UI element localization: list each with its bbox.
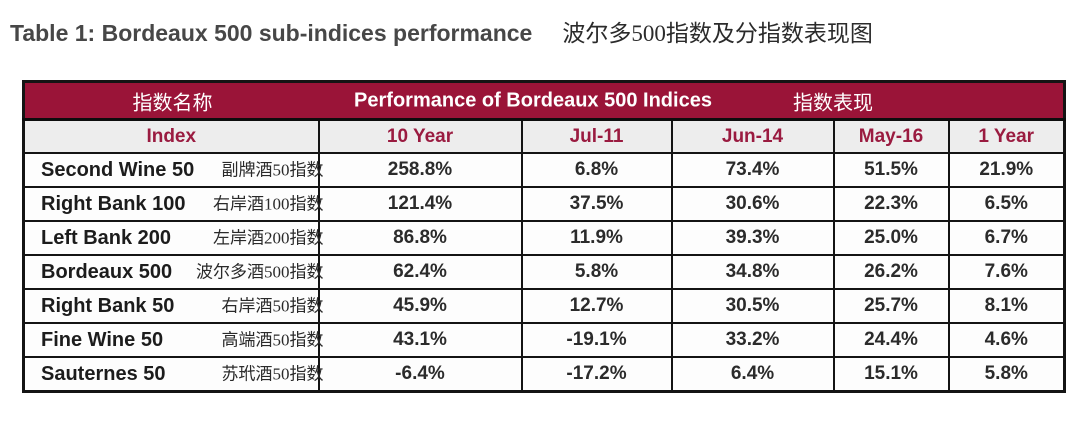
table-banner-cell: 指数名称 Performance of Bordeaux 500 Indices… <box>22 80 1066 121</box>
table-caption-english: Table 1: Bordeaux 500 sub-indices perfor… <box>10 20 533 46</box>
value-jun-14: 6.4% <box>670 356 835 393</box>
value-jun-14: 34.8% <box>670 254 835 290</box>
value-1-year: 7.6% <box>947 254 1066 290</box>
index-name-cell: Fine Wine 50 高端酒50指数 <box>22 322 324 358</box>
table-row-left-bank-200: Left Bank 200 左岸酒200指数 86.8% 11.9% 39.3%… <box>22 220 1066 256</box>
value-1-year: 6.5% <box>947 186 1066 222</box>
index-name: Bordeaux 500 <box>41 260 173 283</box>
table-caption: Table 1: Bordeaux 500 sub-indices perfor… <box>10 14 873 48</box>
value-10-year: -6.4% <box>317 356 523 393</box>
table-row-second-wine-50: Second Wine 50 副牌酒50指数 258.8% 6.8% 73.4%… <box>22 152 1066 188</box>
index-name-cell: Bordeaux 500 波尔多酒500指数 <box>22 254 324 290</box>
index-name-cell: Right Bank 100 右岸酒100指数 <box>22 186 324 222</box>
value-10-year: 86.8% <box>317 220 523 256</box>
column-header-may-16: May-16 <box>832 118 950 154</box>
value-may-16: 22.3% <box>832 186 950 222</box>
index-name-cn-annotation: 波尔多酒500指数 <box>196 261 324 281</box>
value-jun-14: 30.5% <box>670 288 835 324</box>
table-row-fine-wine-50: Fine Wine 50 高端酒50指数 43.1% -19.1% 33.2% … <box>22 322 1066 358</box>
index-name: Right Bank 100 <box>41 192 186 215</box>
value-jul-11: 12.7% <box>520 288 673 324</box>
index-name-cell: Sauternes 50 苏玳酒50指数 <box>22 356 324 393</box>
value-1-year: 4.6% <box>947 322 1066 358</box>
index-name-cn-annotation: 左岸酒200指数 <box>213 227 324 247</box>
value-jun-14: 39.3% <box>670 220 835 256</box>
value-1-year: 5.8% <box>947 356 1066 393</box>
table-caption-chinese: 波尔多500指数及分指数表现图 <box>562 21 873 46</box>
index-name: Second Wine 50 <box>41 158 195 181</box>
value-1-year: 8.1% <box>947 288 1066 324</box>
column-header-jul-11: Jul-11 <box>520 118 673 154</box>
table-row-sauternes-50: Sauternes 50 苏玳酒50指数 -6.4% -17.2% 6.4% 1… <box>22 356 1066 393</box>
value-jul-11: -19.1% <box>520 322 673 358</box>
value-10-year: 45.9% <box>317 288 523 324</box>
index-name: Left Bank 200 <box>41 226 172 249</box>
index-name: Right Bank 50 <box>41 294 175 317</box>
table-header-row: Index 10 Year Jul-11 Jun-14 May-16 1 Yea… <box>22 118 1066 154</box>
value-jul-11: 11.9% <box>520 220 673 256</box>
column-header-1-year: 1 Year <box>947 118 1066 154</box>
value-may-16: 26.2% <box>832 254 950 290</box>
index-name-cell: Second Wine 50 副牌酒50指数 <box>22 152 324 188</box>
value-10-year: 258.8% <box>317 152 523 188</box>
banner-label-cn-right: 指数表现 <box>793 92 873 114</box>
column-header-10-year: 10 Year <box>317 118 523 154</box>
value-1-year: 21.9% <box>947 152 1066 188</box>
index-name-cn-annotation: 高端酒50指数 <box>221 329 324 349</box>
value-jun-14: 33.2% <box>670 322 835 358</box>
value-10-year: 62.4% <box>317 254 523 290</box>
table-row-bordeaux-500: Bordeaux 500 波尔多酒500指数 62.4% 5.8% 34.8% … <box>22 254 1066 290</box>
index-name-cn-annotation: 右岸酒50指数 <box>221 295 324 315</box>
table-row-right-bank-100: Right Bank 100 右岸酒100指数 121.4% 37.5% 30.… <box>22 186 1066 222</box>
index-name-cell: Right Bank 50 右岸酒50指数 <box>22 288 324 324</box>
value-jul-11: 37.5% <box>520 186 673 222</box>
value-may-16: 24.4% <box>832 322 950 358</box>
value-jun-14: 30.6% <box>670 186 835 222</box>
column-header-index: Index <box>22 118 320 154</box>
value-may-16: 25.7% <box>832 288 950 324</box>
value-jun-14: 73.4% <box>670 152 835 188</box>
table-row-right-bank-50: Right Bank 50 右岸酒50指数 45.9% 12.7% 30.5% … <box>22 288 1066 324</box>
value-jul-11: 6.8% <box>520 152 673 188</box>
value-may-16: 15.1% <box>832 356 950 393</box>
index-name-cn-annotation: 右岸酒100指数 <box>213 193 324 213</box>
index-name: Sauternes 50 <box>41 362 166 385</box>
performance-table-container: 指数名称 Performance of Bordeaux 500 Indices… <box>22 80 1066 393</box>
value-jul-11: -17.2% <box>520 356 673 393</box>
column-header-jun-14: Jun-14 <box>670 118 835 154</box>
table-banner-row: 指数名称 Performance of Bordeaux 500 Indices… <box>22 80 1066 121</box>
banner-label-cn-left: 指数名称 <box>132 92 213 114</box>
performance-table: 指数名称 Performance of Bordeaux 500 Indices… <box>22 80 1066 393</box>
value-may-16: 51.5% <box>832 152 950 188</box>
value-jul-11: 5.8% <box>520 254 673 290</box>
value-10-year: 43.1% <box>317 322 523 358</box>
index-name: Fine Wine 50 <box>41 328 164 351</box>
value-10-year: 121.4% <box>317 186 523 222</box>
value-may-16: 25.0% <box>832 220 950 256</box>
index-name-cn-annotation: 副牌酒50指数 <box>221 159 324 179</box>
value-1-year: 6.7% <box>947 220 1066 256</box>
index-name-cn-annotation: 苏玳酒50指数 <box>221 363 324 383</box>
index-name-cell: Left Bank 200 左岸酒200指数 <box>22 220 324 256</box>
banner-title: Performance of Bordeaux 500 Indices <box>354 89 712 111</box>
